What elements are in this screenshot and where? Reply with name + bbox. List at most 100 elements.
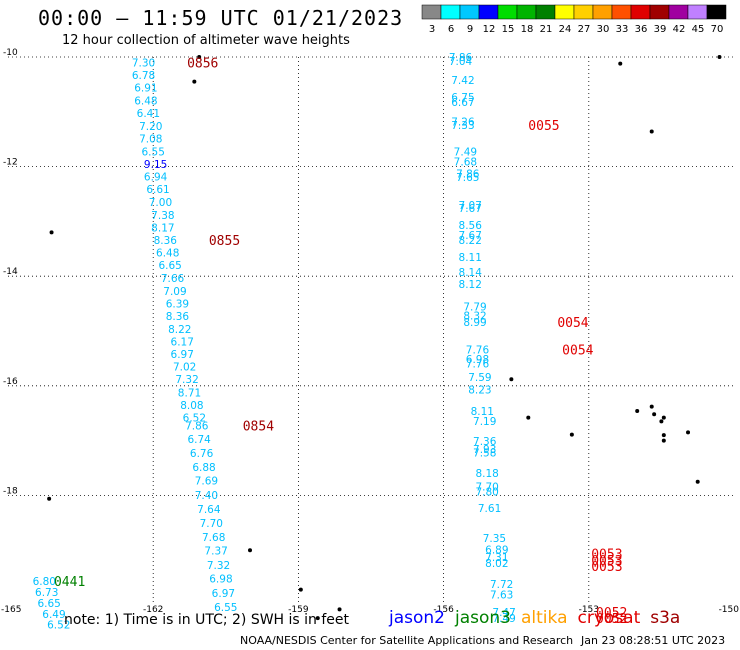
wave-height-label: 7.09: [163, 286, 186, 298]
wave-height-label: 6.80: [33, 576, 56, 588]
wave-height-label: 7.32: [207, 560, 230, 572]
wave-height-label: 7.36: [473, 436, 497, 448]
wave-height-label: 8.56: [459, 220, 483, 232]
wave-height-label: 6.98: [209, 574, 232, 586]
wave-height-label: 8.08: [180, 400, 203, 412]
wave-height-label: 6.65: [158, 260, 181, 272]
wave-height-label: 6.48: [156, 248, 179, 260]
wave-height-label: 7.63: [490, 590, 513, 602]
wave-height-label: 8.12: [459, 279, 482, 291]
legend-altika: altika: [521, 608, 568, 628]
wave-height-label: 7.07: [459, 200, 482, 212]
pass-time-label: 0855: [209, 234, 240, 249]
wave-height-label: 7.37: [204, 546, 227, 558]
wave-height-label: 6.94: [144, 171, 168, 183]
pass-time-label: 0052: [596, 612, 627, 627]
island-marker: [47, 496, 52, 501]
wave-height-label: 8.36: [154, 235, 178, 247]
island-marker: [661, 415, 666, 420]
wave-height-label: 6.55: [142, 146, 165, 158]
wave-height-label: 7.30: [132, 57, 155, 69]
wave-height-label: 8.36: [166, 311, 190, 323]
colorbar-tick-label: 18: [521, 24, 534, 35]
wave-height-label: 6.89: [485, 545, 508, 557]
island-marker: [659, 419, 664, 424]
pass-time-label: 0055: [528, 119, 559, 134]
chart-subtitle: 12 hour collection of altimeter wave hei…: [62, 33, 350, 48]
island-marker: [649, 404, 654, 409]
pass-time-label: 0441: [54, 575, 85, 590]
island-marker: [526, 415, 531, 420]
wave-height-label: 7.80: [475, 487, 498, 499]
island-marker: [49, 230, 54, 235]
wave-height-label: 7.58: [473, 448, 496, 460]
island-marker: [509, 377, 514, 382]
y-tick-label: -16: [3, 377, 18, 387]
x-tick-label: -156: [433, 605, 454, 615]
colorbar-tick-label: 42: [673, 24, 686, 35]
wave-height-label: 7.67: [459, 230, 482, 242]
pass-time-label: 0854: [243, 419, 274, 434]
wave-height-label: 7.04: [449, 56, 473, 68]
wave-height-label: 7.86: [185, 420, 209, 432]
wave-height-label: 7.08: [139, 134, 162, 146]
wave-height-label: 6.67: [451, 97, 474, 109]
wave-height-label: 7.00: [149, 197, 172, 209]
wave-height-label: 6.65: [37, 598, 60, 610]
wave-height-label: 7.70: [475, 482, 498, 494]
island-marker: [298, 587, 303, 592]
wave-height-label: 6.49: [42, 609, 65, 621]
legend-jason3: jason3: [455, 608, 511, 628]
wave-height-label: 7.65: [456, 172, 479, 184]
wave-height-label: 9.15: [144, 159, 167, 171]
satellite-legend: jason2 jason3 altika cryosat s3a: [389, 608, 690, 628]
wave-height-label: 7.20: [139, 121, 162, 133]
wave-height-label: 7.47: [492, 607, 515, 619]
colorbar-tick-label: 12: [483, 24, 496, 35]
legend-cryosat: cryosat: [577, 608, 641, 628]
wave-height-label: 6.75: [451, 92, 474, 104]
x-tick-label: -162: [143, 605, 163, 615]
units-note: note: 1) Time is in UTC; 2) SWH is in fe…: [64, 612, 350, 628]
wave-height-label: 6.88: [192, 462, 215, 474]
wave-height-label: 7.32: [175, 374, 198, 386]
wave-height-label: 7.02: [173, 362, 196, 374]
y-tick-label: -18: [3, 486, 18, 496]
island-marker: [197, 55, 202, 59]
wave-height-label: 7.70: [200, 518, 223, 530]
wave-height-label: 8.22: [459, 235, 482, 247]
wave-height-label: 8.11: [459, 252, 482, 264]
wave-height-label: 8.14: [459, 267, 483, 279]
wave-height-label: 7.19: [473, 416, 496, 428]
pass-time-label: 0053: [591, 560, 622, 575]
wave-height-label: 6.91: [134, 83, 157, 95]
island-marker: [717, 55, 722, 59]
wave-height-label: 6.74: [187, 434, 211, 446]
colorbar-tick-label: 39: [654, 24, 667, 35]
island-marker: [569, 432, 574, 437]
wave-height-label: 8.11: [471, 406, 494, 418]
wave-height-label: 7.76: [466, 358, 490, 370]
colorbar-swatch: [706, 4, 727, 20]
wave-height-label: 8.17: [151, 222, 174, 234]
pass-time-label: 0053: [591, 547, 622, 562]
wave-height-label: 6.98: [466, 354, 489, 366]
wave-height-label: 7.49: [492, 613, 515, 625]
wave-height-label: 7.68: [454, 157, 477, 169]
wave-height-label: 7.64: [197, 504, 221, 516]
island-marker: [337, 607, 342, 612]
wave-height-label: 6.48: [134, 95, 157, 107]
x-tick-label: -153: [579, 605, 599, 615]
colorbar-tick-label: 36: [635, 24, 648, 35]
colorbar-tick-label: 33: [616, 24, 629, 35]
colorbar-tick-label: 70: [711, 24, 724, 35]
island-marker: [661, 438, 666, 443]
wave-height-label: 7.69: [195, 476, 218, 488]
wave-height-label: 7.67: [459, 203, 482, 215]
wave-height-label: 6.97: [212, 588, 235, 600]
wave-height-label: 7.72: [490, 579, 513, 591]
colorbar-tick-label: 24: [559, 24, 572, 35]
wave-height-label: 7.93: [473, 444, 496, 456]
legend-jason2: jason2: [389, 608, 445, 628]
